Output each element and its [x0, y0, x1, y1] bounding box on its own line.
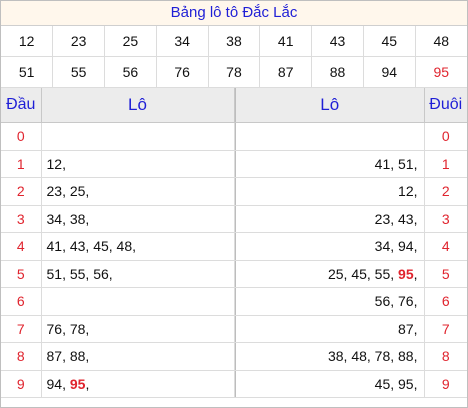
lo-right-cell: 87,	[236, 315, 425, 343]
table-row: 7 76, 78, 87, 7	[1, 315, 467, 343]
column-separator	[234, 122, 236, 151]
number-cell: 12	[1, 26, 54, 57]
dau-cell: 2	[1, 177, 42, 206]
lo-left-cell	[41, 122, 235, 151]
table-row: 3 34, 38, 23, 43, 3	[1, 205, 467, 233]
lo-left-cell: 41, 43, 45, 48,	[41, 232, 235, 261]
lo-right-cell: 25, 45, 55, 95,	[236, 260, 425, 288]
number-cell: 88	[311, 56, 364, 88]
duoi-cell: 2	[424, 177, 467, 206]
lo-left-cell: 87, 88,	[41, 342, 235, 371]
lo-value: ,	[85, 375, 90, 392]
loto-header-row: Đầu Lô Lô Đuôi	[1, 88, 467, 123]
number-cell: 94	[363, 56, 416, 88]
number-cell: 48	[415, 26, 467, 57]
duoi-cell: 8	[424, 342, 467, 371]
lo-left-cell: 76, 78,	[41, 315, 235, 343]
number-cell: 87	[259, 56, 313, 88]
lo-right-header: Lô	[236, 88, 425, 123]
lo-left-header: Lô	[41, 88, 235, 123]
lo-right-cell: 41, 51,	[236, 150, 425, 178]
lo-value: ,	[413, 265, 418, 282]
numbers-grid: 12 23 25 34 38 41 43 45 48 51 55 56 76 7…	[1, 26, 467, 88]
dau-cell: 5	[1, 260, 42, 288]
table-row: 6 56, 76, 6	[1, 287, 467, 316]
lo-right-cell: 38, 48, 78, 88,	[236, 342, 425, 371]
dau-cell: 4	[1, 232, 42, 261]
lo-left-cell	[41, 287, 235, 316]
dau-cell: 8	[1, 342, 42, 371]
lo-right-cell: 12,	[236, 177, 425, 206]
table-row: 4 41, 43, 45, 48, 34, 94, 4	[1, 232, 467, 261]
column-separator	[234, 150, 236, 178]
dau-cell: 9	[1, 370, 42, 398]
number-cell: 78	[208, 56, 261, 88]
dau-cell: 1	[1, 150, 42, 178]
number-cell: 38	[208, 26, 261, 57]
lo-value-highlight: 95	[398, 265, 414, 282]
number-cell: 34	[156, 26, 209, 57]
number-cell: 41	[259, 26, 313, 57]
number-cell: 56	[104, 56, 157, 88]
column-separator	[234, 315, 236, 343]
number-cell: 76	[156, 56, 209, 88]
lo-value: 94,	[46, 375, 70, 392]
lo-left-cell: 94, 95,	[41, 370, 235, 398]
lo-value: 25, 45, 55,	[327, 265, 399, 282]
dau-cell: 7	[1, 315, 42, 343]
numbers-row-2: 51 55 56 76 78 87 88 94 95	[1, 56, 467, 88]
dau-header: Đầu	[1, 88, 42, 123]
lo-left-cell: 23, 25,	[41, 177, 235, 206]
table-title: Bảng lô tô Đắc Lắc	[1, 1, 467, 26]
column-separator	[234, 177, 236, 206]
column-separator	[234, 287, 236, 316]
duoi-cell: 6	[424, 287, 467, 316]
duoi-cell: 0	[424, 122, 467, 151]
column-separator	[234, 342, 236, 371]
table-row: 8 87, 88, 38, 48, 78, 88, 8	[1, 342, 467, 371]
number-cell: 55	[52, 56, 106, 88]
number-cell: 45	[363, 26, 416, 57]
lo-right-cell: 56, 76,	[236, 287, 425, 316]
duoi-cell: 5	[424, 260, 467, 288]
lo-left-cell: 12,	[41, 150, 235, 178]
table-row: 0 0	[1, 122, 467, 151]
table-row: 2 23, 25, 12, 2	[1, 177, 467, 206]
dau-cell: 6	[1, 287, 42, 316]
lo-right-cell: 23, 43,	[236, 205, 425, 233]
table-row: 5 51, 55, 56, 25, 45, 55, 95, 5	[1, 260, 467, 288]
duoi-header: Đuôi	[424, 88, 467, 123]
lo-left-cell: 51, 55, 56,	[41, 260, 235, 288]
duoi-cell: 1	[424, 150, 467, 178]
dau-cell: 3	[1, 205, 42, 233]
lo-right-cell: 34, 94,	[236, 232, 425, 261]
column-separator	[234, 205, 236, 233]
column-separator	[234, 232, 236, 261]
duoi-cell: 7	[424, 315, 467, 343]
lo-value-highlight: 95	[69, 375, 86, 392]
column-separator	[234, 260, 236, 288]
column-separator	[234, 88, 236, 123]
table-row: 1 12, 41, 51, 1	[1, 150, 467, 178]
lo-right-cell	[236, 122, 425, 151]
number-cell: 25	[104, 26, 157, 57]
number-cell: 23	[52, 26, 106, 57]
lo-left-cell: 34, 38,	[41, 205, 235, 233]
column-separator	[234, 370, 236, 398]
duoi-cell: 9	[424, 370, 467, 398]
number-cell-highlight: 95	[415, 56, 467, 88]
dau-cell: 0	[1, 122, 42, 151]
numbers-row-1: 12 23 25 34 38 41 43 45 48	[1, 26, 467, 57]
duoi-cell: 3	[424, 205, 467, 233]
table-row: 9 94, 95, 45, 95, 9	[1, 370, 467, 398]
number-cell: 51	[1, 56, 54, 88]
duoi-cell: 4	[424, 232, 467, 261]
loto-table: Đầu Lô Lô Đuôi 0 0 1 12, 41, 51, 1	[1, 88, 467, 398]
lo-right-cell: 45, 95,	[236, 370, 425, 398]
number-cell: 43	[311, 26, 364, 57]
